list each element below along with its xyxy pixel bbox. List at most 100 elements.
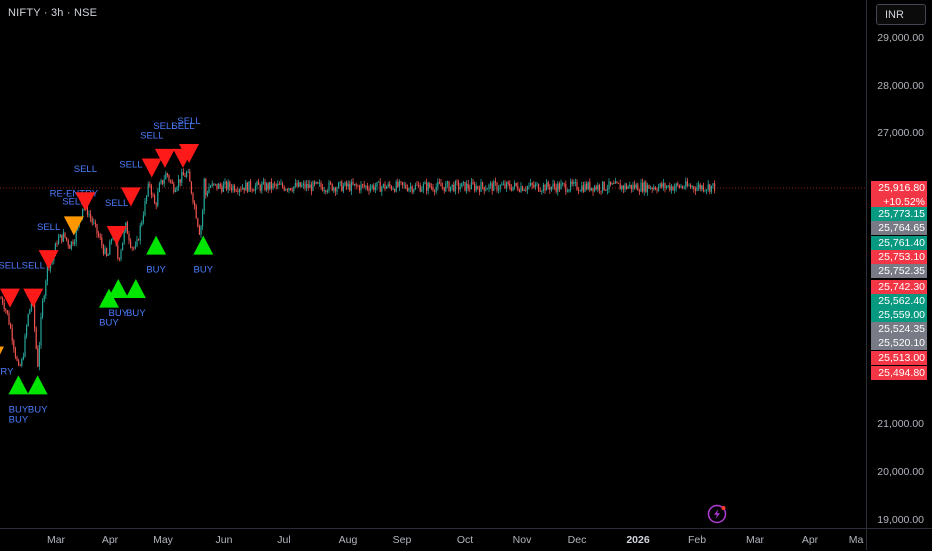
candle-body	[416, 184, 418, 186]
candle-body	[288, 188, 290, 191]
candle-body	[264, 181, 266, 191]
candle-body	[570, 181, 572, 190]
candle-body	[142, 215, 144, 222]
candle-body	[360, 184, 362, 191]
buy-label: BUY	[126, 308, 146, 319]
candle-body	[445, 183, 447, 192]
time-tick-label: 2026	[626, 534, 650, 546]
candle-body	[467, 183, 469, 189]
candle-body	[632, 184, 634, 190]
candle-body	[582, 185, 584, 192]
sell-marker	[120, 187, 141, 207]
price-tick-label: 21,000.00	[877, 418, 924, 430]
sell-marker	[23, 288, 44, 308]
candle-body	[182, 172, 184, 176]
candle-body	[275, 184, 277, 186]
candle-body	[397, 181, 399, 187]
price-badge: 25,773.15	[871, 207, 927, 221]
candle-body	[35, 328, 37, 349]
candle-body	[354, 183, 356, 185]
candle-body	[555, 186, 557, 192]
candle-body	[195, 205, 197, 219]
candle-body	[634, 184, 636, 189]
price-badge: 25,764.65	[871, 221, 927, 235]
candles-layer	[0, 168, 716, 371]
price-badge: 25,761.40	[871, 236, 927, 250]
candle-body	[170, 180, 172, 182]
candle-body	[667, 185, 669, 187]
candle-body	[514, 183, 516, 187]
candle-body	[691, 186, 693, 188]
candle-body	[91, 218, 93, 223]
candle-body	[72, 241, 74, 245]
candle-body	[325, 190, 327, 192]
candle-body	[30, 302, 32, 310]
reentry-label: TRY	[0, 366, 14, 377]
candle-body	[512, 186, 514, 191]
candle-body	[237, 190, 239, 192]
candle-body	[642, 182, 644, 192]
candle-body	[210, 186, 212, 188]
candle-body	[222, 184, 224, 192]
sell-marker	[0, 288, 20, 308]
candle-body	[262, 181, 264, 184]
candle-body	[379, 181, 381, 192]
price-tick-label: 20,000.00	[877, 466, 924, 478]
candle-body	[234, 185, 236, 191]
candle-body	[384, 183, 386, 189]
time-axis[interactable]: Mar Apr May Jun Jul Aug Sep Oct Nov Dec 2026 Feb Mar…	[0, 528, 932, 551]
candle-body	[421, 189, 423, 192]
candle-body	[650, 187, 652, 189]
candle-body	[362, 184, 364, 186]
candle-body	[278, 183, 280, 185]
price-chart[interactable]: SELLTRYBUYSELLBUYSELLRE-ENTRYSELLSELLBUY…	[0, 0, 866, 528]
candle-body	[576, 182, 578, 190]
lightning-icon[interactable]	[707, 504, 727, 524]
currency-button[interactable]: INR	[876, 4, 926, 25]
buy-label: BUY	[109, 308, 129, 319]
price-badge: 25,559.00	[871, 308, 927, 322]
sell-label: SELL	[62, 196, 85, 207]
candle-body	[242, 187, 244, 190]
candle-body	[90, 214, 92, 219]
candle-body	[314, 181, 316, 184]
candle-body	[155, 203, 157, 206]
candle-body	[446, 181, 448, 184]
price-badge: +10.52%	[871, 195, 927, 209]
sell-marker	[75, 192, 96, 212]
price-tick-label: 29,000.00	[877, 32, 924, 44]
candle-body	[515, 183, 517, 186]
candle-body	[712, 183, 714, 186]
candle-body	[277, 183, 279, 186]
candle-body	[302, 183, 304, 186]
candle-body	[614, 181, 616, 184]
candle-body	[152, 194, 154, 196]
candle-body	[86, 202, 88, 215]
candle-body	[70, 241, 72, 249]
sell-marker	[38, 250, 59, 270]
buy-label: BUY	[146, 265, 166, 276]
candle-body	[686, 181, 688, 186]
candle-body	[586, 183, 588, 190]
candle-body	[258, 181, 260, 185]
candle-body	[648, 184, 650, 189]
candle-body	[141, 221, 143, 226]
candle-body	[214, 183, 216, 185]
candle-body	[474, 184, 476, 191]
candle-body	[280, 183, 282, 185]
time-tick-label: Feb	[687, 534, 707, 546]
candle-body	[478, 188, 480, 192]
candle-body	[256, 181, 258, 186]
candle-body	[131, 247, 133, 249]
time-tick-label: Ma	[848, 534, 864, 546]
candle-body	[101, 237, 103, 246]
candle-body	[283, 186, 285, 191]
candle-body	[136, 239, 138, 246]
candle-body	[594, 186, 596, 192]
candle-body	[557, 183, 559, 192]
candle-body	[410, 186, 412, 189]
candle-body	[656, 189, 658, 191]
candle-body	[418, 185, 420, 186]
price-badge: 25,752.35	[871, 264, 927, 278]
time-tick-label: Mar	[745, 534, 765, 546]
